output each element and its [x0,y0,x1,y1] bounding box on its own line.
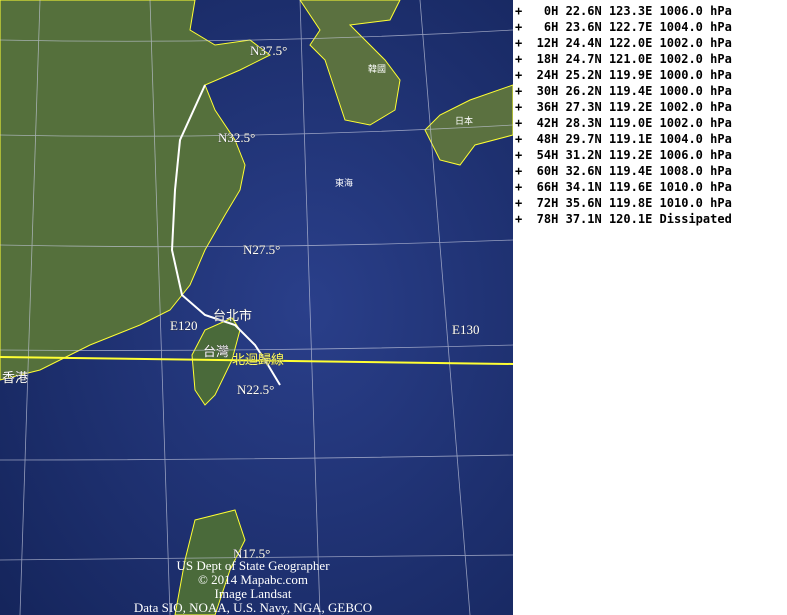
track-lon: 120.1E [608,212,653,226]
track-lat: 26.2N [565,84,602,98]
track-status: 1002.0 hPa [659,100,732,114]
track-status: 1000.0 hPa [659,84,732,98]
track-lon: 119.8E [608,196,653,210]
grid-label-n27-5: N27.5° [243,242,280,257]
track-lat: 24.4N [565,36,602,50]
track-status: 1006.0 hPa [659,4,732,18]
land-luzon [174,509,246,615]
track-lon: 119.4E [608,84,653,98]
track-lon: 119.2E [608,100,653,114]
graticule [0,0,513,615]
track-entry: + 36H 27.3N 119.2E 1002.0 hPa [515,100,732,114]
land-taiwan [191,317,241,406]
track-hour: 72H [529,196,559,210]
track-status: 1004.0 hPa [659,132,732,146]
track-lon: 119.2E [608,148,653,162]
track-status: 1010.0 hPa [659,180,732,194]
track-status: 1004.0 hPa [659,20,732,34]
track-hour: 54H [529,148,559,162]
track-entry: + 66H 34.1N 119.6E 1010.0 hPa [515,180,732,194]
track-lat: 28.3N [565,116,602,130]
map-credits: US Dept of State Geographer © 2014 Mapab… [134,558,372,615]
track-lon: 119.9E [608,68,653,82]
track-hour: 78H [529,212,559,226]
svg-text:Image Landsat: Image Landsat [215,586,292,601]
track-hour: 24H [529,68,559,82]
track-status: 1002.0 hPa [659,36,732,50]
track-status: 1006.0 hPa [659,148,732,162]
grid-label-n22-5: N22.5° [237,382,274,397]
track-entry: + 42H 28.3N 119.0E 1002.0 hPa [515,116,732,130]
track-entry: + 60H 32.6N 119.4E 1008.0 hPa [515,164,732,178]
track-lat: 27.3N [565,100,602,114]
track-entry: + 78H 37.1N 120.1E Dissipated [515,212,732,226]
track-lat: 25.2N [565,68,602,82]
track-hour: 18H [529,52,559,66]
svg-text:US Dept of State Geographer: US Dept of State Geographer [176,558,330,573]
track-lat: 37.1N [565,212,602,226]
track-lon: 123.3E [608,4,653,18]
track-status: 1000.0 hPa [659,68,732,82]
label-hong-kong: 香港 [2,370,28,385]
grid-label-e130: E130 [452,322,479,337]
label-tropic-of-cancer: 北迴歸線 [232,352,284,367]
track-lon: 119.4E [608,164,653,178]
track-status: 1008.0 hPa [659,164,732,178]
track-lon: 119.1E [608,132,653,146]
track-entry: + 48H 29.7N 119.1E 1004.0 hPa [515,132,732,146]
svg-text:Data SIO, NOAA, U.S. Navy, NGA: Data SIO, NOAA, U.S. Navy, NGA, GEBCO [134,600,372,615]
track-lat: 31.2N [565,148,602,162]
track-entry: + 18H 24.7N 121.0E 1002.0 hPa [515,52,732,66]
track-status: Dissipated [659,212,732,226]
land-china [0,0,271,381]
land-korea [299,0,401,126]
track-hour: 6H [529,20,559,34]
track-entry: + 0H 22.6N 123.3E 1006.0 hPa [515,4,732,18]
track-entry: + 30H 26.2N 119.4E 1000.0 hPa [515,84,732,98]
track-lat: 24.7N [565,52,602,66]
grid-label-n17-5: N17.5° [233,546,270,561]
land-japan [424,84,513,166]
track-lon: 119.6E [608,180,653,194]
label-east-china-sea: 東海 [335,177,353,189]
track-lon: 122.0E [608,36,653,50]
track-entry: + 24H 25.2N 119.9E 1000.0 hPa [515,68,732,82]
grid-label-n32-5: N32.5° [218,130,255,145]
track-lon: 119.0E [608,116,653,130]
track-entry: + 12H 24.4N 122.0E 1002.0 hPa [515,36,732,50]
track-lon: 122.7E [608,20,653,34]
label-taipei: 台北市 [213,308,252,323]
track-lat: 34.1N [565,180,602,194]
track-hour: 36H [529,100,559,114]
track-hour: 48H [529,132,559,146]
grid-label-e120: E120 [170,318,197,333]
track-lat: 32.6N [565,164,602,178]
track-entry: + 54H 31.2N 119.2E 1006.0 hPa [515,148,732,162]
svg-text:© 2014 Mapabc.com: © 2014 Mapabc.com [198,572,308,587]
track-hour: 66H [529,180,559,194]
track-hour: 12H [529,36,559,50]
track-hour: 0H [529,4,559,18]
label-korea: 韓國 [368,64,386,75]
grid-label-n37-5: N37.5° [250,43,287,58]
typhoon-track[interactable] [170,84,281,386]
track-entry: + 72H 35.6N 119.8E 1010.0 hPa [515,196,732,210]
track-status: 1010.0 hPa [659,196,732,210]
track-lat: 22.6N [565,4,602,18]
track-hour: 60H [529,164,559,178]
typhoon-track-list: + 0H 22.6N 123.3E 1006.0 hPa + 6H 23.6N 1… [515,3,732,227]
satellite-map[interactable]: N37.5° N32.5° N27.5° N22.5° N17.5° E120 … [0,0,513,615]
track-status: 1002.0 hPa [659,52,732,66]
label-taiwan: 台灣 [203,344,229,359]
track-status: 1002.0 hPa [659,116,732,130]
track-hour: 42H [529,116,559,130]
track-hour: 30H [529,84,559,98]
track-lat: 23.6N [565,20,602,34]
tropic-of-cancer-line [0,356,513,365]
label-japan: 日本 [455,115,473,127]
track-lat: 29.7N [565,132,602,146]
track-lat: 35.6N [565,196,602,210]
track-entry: + 6H 23.6N 122.7E 1004.0 hPa [515,20,732,34]
track-lon: 121.0E [608,52,653,66]
